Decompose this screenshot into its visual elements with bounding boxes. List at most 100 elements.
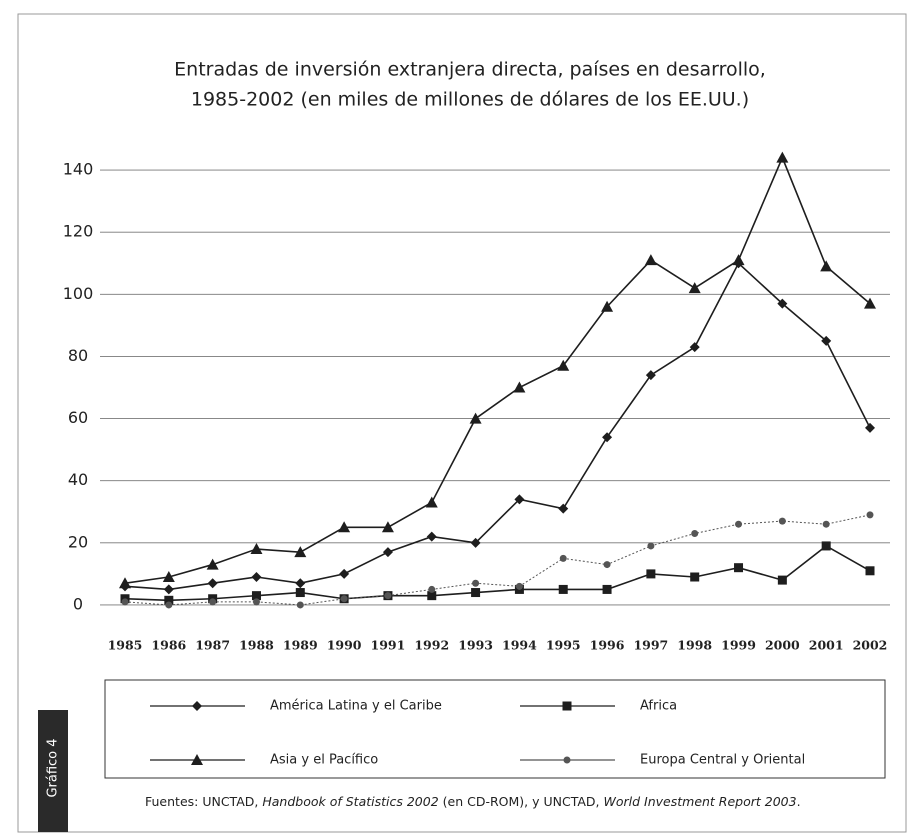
- marker: [558, 503, 569, 514]
- x-tick-label: 1995: [546, 638, 581, 653]
- marker: [295, 588, 305, 598]
- marker: [821, 541, 831, 551]
- marker: [777, 298, 788, 309]
- marker: [252, 598, 260, 606]
- marker: [425, 496, 438, 508]
- y-tick-label: 80: [68, 346, 88, 365]
- marker: [207, 578, 218, 589]
- marker: [821, 335, 832, 346]
- marker: [690, 572, 700, 582]
- marker: [381, 521, 394, 533]
- marker: [820, 260, 833, 272]
- marker: [557, 359, 570, 371]
- marker: [732, 254, 745, 266]
- x-tick-label: 1985: [108, 638, 143, 653]
- marker: [251, 591, 261, 601]
- series-line: [124, 514, 871, 606]
- marker: [865, 422, 875, 433]
- series-line: [124, 261, 871, 591]
- marker: [206, 558, 219, 570]
- marker: [471, 588, 481, 598]
- marker: [558, 584, 568, 594]
- x-tick-label: 1990: [327, 638, 362, 653]
- legend-marker: [563, 756, 571, 764]
- legend-label: Europa Central y Oriental: [640, 753, 805, 768]
- marker: [601, 300, 614, 312]
- x-tick-label: 1993: [458, 638, 493, 653]
- x-tick-label: 1992: [414, 638, 449, 653]
- y-tick-label: 100: [63, 284, 94, 303]
- y-tick-label: 120: [63, 222, 94, 241]
- marker: [645, 370, 656, 381]
- marker: [514, 494, 525, 505]
- marker: [778, 517, 786, 525]
- legend-label: América Latina y el Caribe: [270, 699, 442, 714]
- marker: [209, 598, 217, 606]
- marker: [691, 530, 699, 538]
- y-tick-label: 20: [68, 532, 88, 551]
- marker: [339, 568, 350, 579]
- marker: [340, 595, 348, 603]
- marker: [644, 254, 657, 266]
- marker: [163, 584, 174, 595]
- x-tick-label: 1994: [502, 638, 537, 653]
- marker: [119, 577, 131, 589]
- marker: [866, 511, 874, 519]
- marker: [513, 381, 526, 393]
- marker: [865, 566, 875, 576]
- x-tick-label: 2001: [809, 638, 844, 653]
- marker: [822, 520, 830, 528]
- marker: [338, 521, 351, 533]
- chart-title: 1985-2002 (en miles de millones de dólar…: [191, 89, 749, 111]
- marker: [602, 584, 612, 594]
- source-part: .: [797, 794, 801, 809]
- x-tick-label: 1997: [633, 638, 668, 653]
- x-tick-label: 1996: [590, 638, 625, 653]
- legend-label: Africa: [640, 699, 677, 714]
- marker: [162, 571, 175, 583]
- marker: [121, 598, 129, 606]
- source-part: Handbook of Statistics 2002: [262, 794, 438, 809]
- marker: [294, 546, 307, 558]
- legend-marker: [192, 701, 202, 711]
- legend-marker: [562, 701, 572, 711]
- x-tick-label: 1991: [371, 638, 406, 653]
- source: Fuentes: UNCTAD, Handbook of Statistics …: [145, 794, 801, 809]
- source-part: World Investment Report 2003: [604, 794, 797, 809]
- marker: [250, 543, 263, 555]
- legend-box: [104, 679, 886, 779]
- marker: [469, 412, 482, 424]
- marker: [647, 542, 655, 550]
- marker: [472, 579, 480, 587]
- marker: [296, 601, 304, 609]
- marker: [428, 585, 436, 593]
- x-tick-label: 1998: [677, 638, 712, 653]
- marker: [251, 572, 262, 583]
- marker: [777, 575, 787, 585]
- series-line: [124, 544, 871, 602]
- marker: [646, 569, 656, 579]
- legend-marker: [191, 754, 203, 765]
- marker: [603, 561, 611, 569]
- legend-label: Asia y el Pacífico: [270, 753, 378, 768]
- x-tick-label: 1987: [195, 638, 230, 653]
- frame: [17, 13, 907, 833]
- y-tick-label: 140: [63, 160, 94, 179]
- marker: [689, 342, 700, 353]
- x-tick-label: 2000: [765, 638, 800, 653]
- marker: [559, 554, 567, 562]
- x-tick-label: 1989: [283, 638, 318, 653]
- x-tick-label: 1986: [151, 638, 186, 653]
- marker: [602, 432, 613, 443]
- marker: [776, 151, 789, 163]
- x-tick-label: 1988: [239, 638, 274, 653]
- marker: [688, 282, 701, 294]
- y-tick-label: 0: [73, 594, 83, 613]
- marker: [165, 601, 173, 609]
- y-tick-label: 60: [68, 408, 88, 427]
- marker: [470, 537, 481, 548]
- marker: [382, 547, 393, 558]
- series-line: [124, 155, 871, 585]
- side-label-box: [38, 710, 68, 832]
